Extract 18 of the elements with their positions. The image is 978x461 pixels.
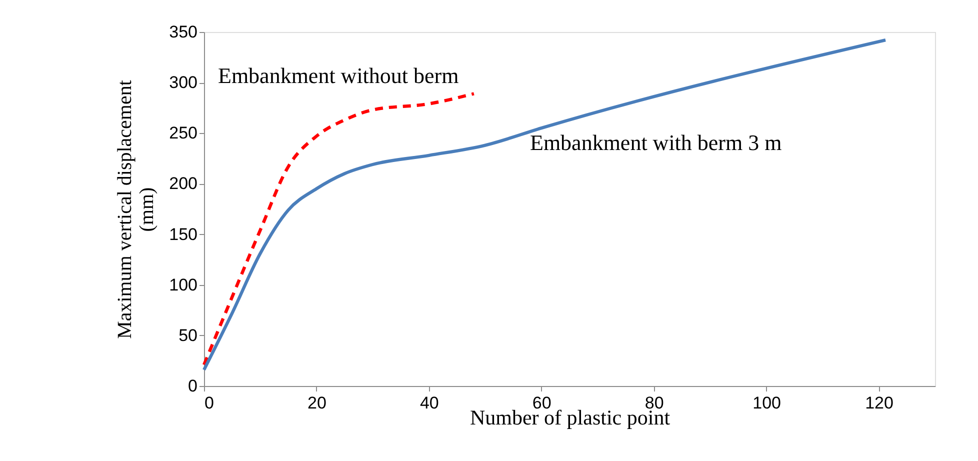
x-tick-label: 40 xyxy=(420,394,439,412)
x-tick-label: 0 xyxy=(204,394,214,412)
y-tick-label: 250 xyxy=(169,124,198,143)
y-tick-label: 200 xyxy=(169,174,198,194)
y-tick-label: 300 xyxy=(169,73,198,92)
x-tick-label: 120 xyxy=(865,394,894,412)
y-tick-label: 150 xyxy=(169,224,198,244)
y-tick-label: 100 xyxy=(169,275,198,294)
y-axis-title: Maximum vertical displacement (mm) xyxy=(114,80,158,339)
y-tick-label: 350 xyxy=(169,22,198,42)
y-tick-label: 0 xyxy=(188,376,198,396)
y-tick-label: 50 xyxy=(178,326,198,345)
annotation: Embankment with berm 3 m xyxy=(530,130,782,155)
x-tick-label: 100 xyxy=(752,394,781,412)
annotation: Embankment without berm xyxy=(218,63,459,88)
x-tick-label: 20 xyxy=(308,394,326,412)
line-series xyxy=(202,38,888,372)
line-series xyxy=(202,92,476,366)
